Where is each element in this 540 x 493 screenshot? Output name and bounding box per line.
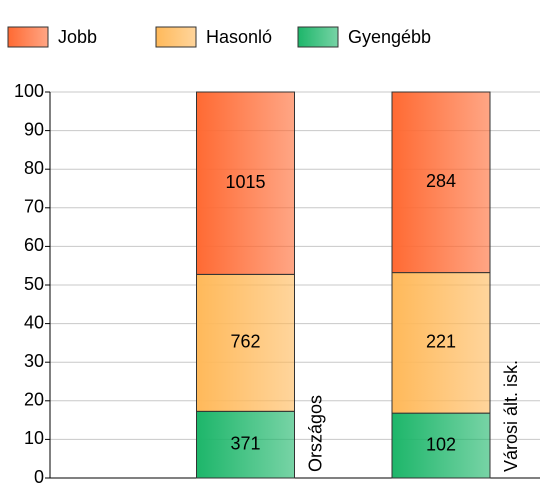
bar-segment bbox=[196, 273, 295, 412]
legend-swatch bbox=[155, 26, 197, 48]
y-tick-label: 20 bbox=[24, 390, 44, 410]
bar-segment bbox=[391, 91, 491, 274]
legend-label: Hasonló bbox=[206, 27, 272, 47]
y-tick-label: 40 bbox=[24, 312, 44, 332]
data-label: 762 bbox=[230, 332, 260, 352]
y-tick-label: 10 bbox=[24, 428, 44, 448]
y-tick-label: 80 bbox=[24, 158, 44, 178]
bar-segment bbox=[196, 410, 295, 479]
legend-label: Jobb bbox=[58, 27, 97, 47]
data-label: 371 bbox=[230, 433, 260, 453]
data-label: 284 bbox=[426, 171, 456, 191]
bar-segment bbox=[391, 272, 491, 414]
y-tick-label: 70 bbox=[24, 197, 44, 217]
y-tick-label: 30 bbox=[24, 351, 44, 371]
y-tick-label: 90 bbox=[24, 119, 44, 139]
y-tick-label: 50 bbox=[24, 274, 44, 294]
data-label: 221 bbox=[426, 332, 456, 352]
data-label: 1015 bbox=[225, 172, 265, 192]
x-tick-label: Városi ált. isk. bbox=[501, 360, 521, 472]
legend-label: Gyengébb bbox=[348, 27, 431, 47]
y-tick-label: 60 bbox=[24, 235, 44, 255]
bar-segment bbox=[196, 91, 295, 275]
data-label: 102 bbox=[426, 434, 456, 454]
legend-swatch bbox=[7, 26, 49, 48]
y-tick-label: 0 bbox=[34, 467, 44, 487]
legend-swatch bbox=[297, 26, 339, 48]
y-tick-label: 100 bbox=[14, 81, 44, 101]
x-tick-label: Országos bbox=[305, 395, 325, 472]
